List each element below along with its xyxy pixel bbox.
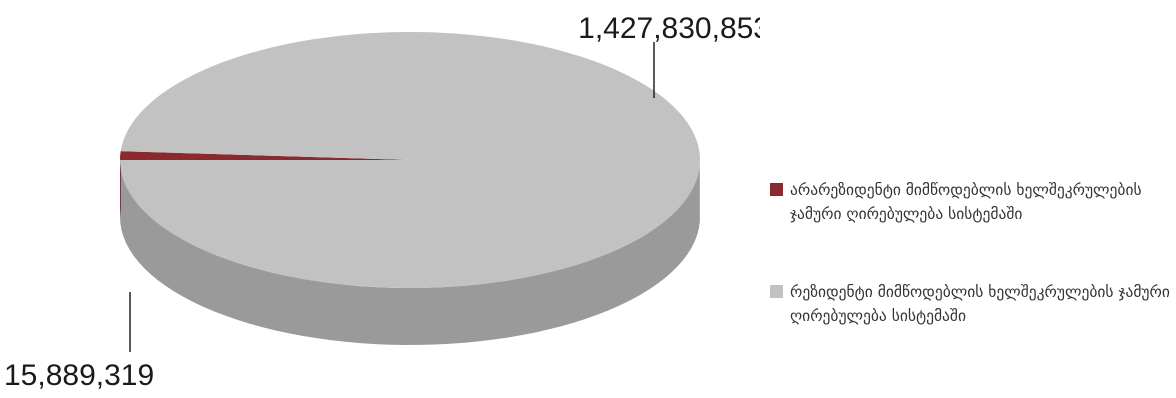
legend-label-resident: რეზიდენტი მიმწოდებლის ხელშეკრულების ჯამუ… (790, 283, 1170, 325)
pie-chart: 1,427,830,853 15,889,319 (4, 12, 760, 392)
legend-item-resident: რეზიდენტი მიმწოდებლის ხელშეკრულების ჯამუ… (770, 280, 1170, 328)
legend-swatch-resident (770, 285, 783, 298)
pie-top (120, 31, 700, 288)
legend-swatch-nonresident (770, 183, 783, 196)
pie-slice-side-1 (120, 160, 700, 345)
legend: არარეზიდენტი მიმწოდებლის ხელშეკრულების ჯ… (770, 178, 1170, 328)
pie-slice-1 (120, 31, 700, 288)
pie-slice-0 (120, 151, 410, 160)
legend-item-nonresident: არარეზიდენტი მიმწოდებლის ხელშეკრულების ჯ… (770, 178, 1170, 226)
leader-lines (129, 42, 655, 352)
slice-value-label-nonresident: 15,889,319 (4, 359, 154, 392)
legend-label-nonresident: არარეზიდენტი მიმწოდებლის ხელშეკრულების ჯ… (790, 181, 1142, 223)
slice-value-label-resident: 1,427,830,853 (578, 12, 760, 45)
